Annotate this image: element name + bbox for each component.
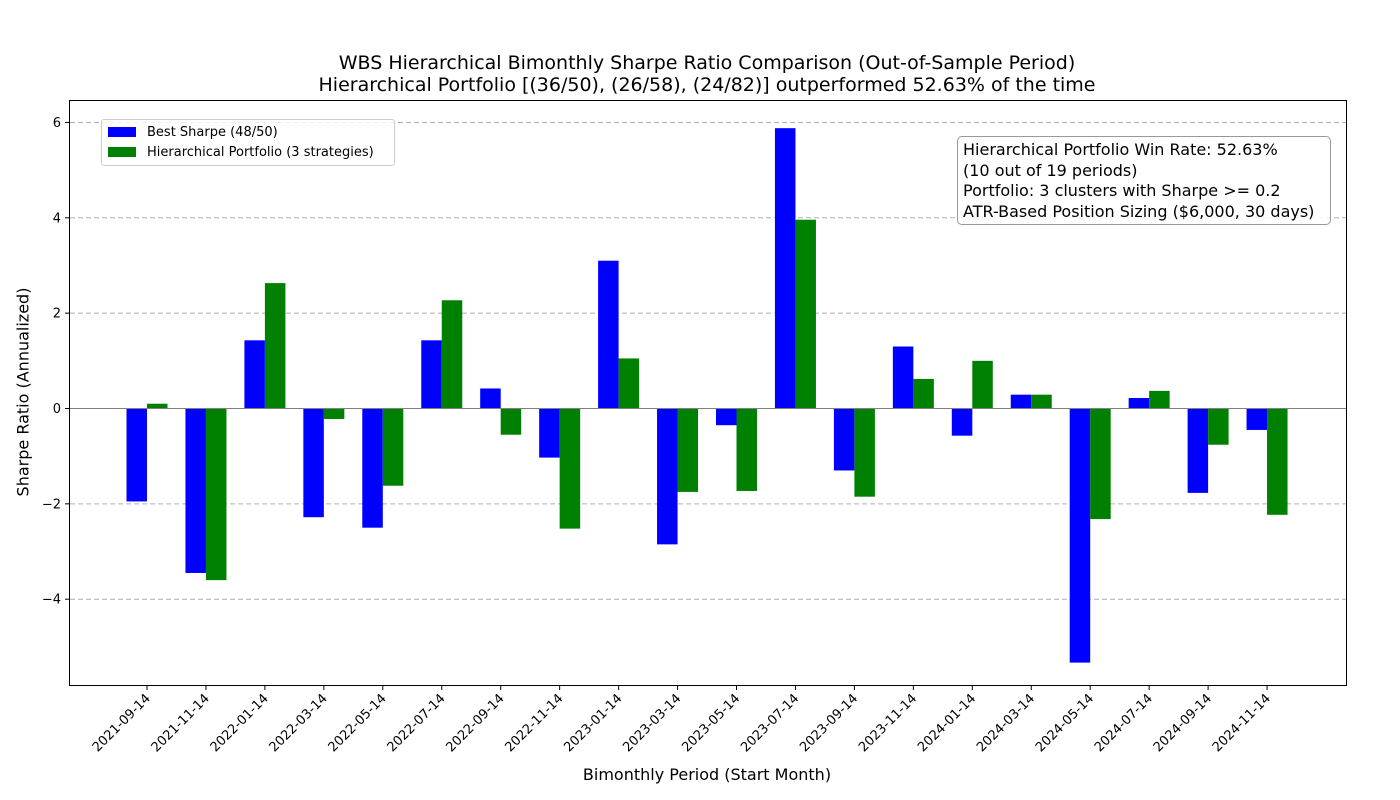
- bar-best-sharpe-2023-01-14: [598, 260, 619, 409]
- x-tick-label: 2022-07-14: [385, 691, 449, 755]
- annotation-line-3: Portfolio: 3 clusters with Sharpe >= 0.2: [963, 181, 1281, 200]
- bar-best-sharpe-2023-11-14: [892, 346, 914, 409]
- x-tick-label: 2024-03-14: [974, 691, 1038, 755]
- y-axis-label: Sharpe Ratio (Annualized): [13, 287, 33, 497]
- bar-hierarchical-2022-01-14: [264, 283, 286, 409]
- bar-best-sharpe-2022-07-14: [421, 340, 442, 409]
- bar-best-sharpe-2024-05-14: [1069, 408, 1091, 663]
- chart-subtitle: Hierarchical Portfolio [(36/50), (26/58)…: [318, 74, 1096, 96]
- plot-frame: [69, 100, 1347, 686]
- chart-title: WBS Hierarchical Bimonthly Sharpe Ratio …: [338, 52, 1076, 74]
- bar-best-sharpe-2022-11-14: [539, 408, 560, 458]
- bar-best-sharpe-2023-03-14: [657, 408, 678, 545]
- bar-hierarchical-2023-11-14: [913, 378, 934, 409]
- legend-entry-best-sharpe: Best Sharpe (48/50): [108, 123, 278, 141]
- annotation-line-2: (10 out of 19 periods): [963, 160, 1138, 180]
- bar-best-sharpe-2022-03-14: [303, 408, 324, 518]
- bar-best-sharpe-2023-09-14: [833, 408, 855, 471]
- bar-hierarchical-2022-11-14: [559, 408, 581, 529]
- bar-best-sharpe-2022-05-14: [362, 408, 383, 528]
- bar-hierarchical-2021-09-14: [147, 403, 168, 409]
- x-axis-ticks: 2021-09-142021-11-142022-01-142022-03-14…: [90, 685, 1274, 755]
- bar-best-sharpe-2024-01-14: [951, 408, 973, 436]
- x-tick-label: 2023-11-14: [856, 691, 920, 755]
- bar-hierarchical-2023-05-14: [736, 408, 757, 491]
- bar-hierarchical-2024-01-14: [972, 360, 993, 409]
- bar-hierarchical-2021-11-14: [205, 408, 227, 581]
- bar-hierarchical-2024-05-14: [1090, 408, 1111, 520]
- bar-hierarchical-2024-11-14: [1267, 408, 1288, 515]
- bar-best-sharpe-2023-07-14: [774, 128, 796, 409]
- y-tick-label: 4: [53, 211, 61, 226]
- x-tick-label: 2024-01-14: [915, 691, 979, 755]
- bar-hierarchical-2024-03-14: [1031, 394, 1052, 409]
- legend-label-best-sharpe: Best Sharpe (48/50): [147, 124, 278, 140]
- y-tick-label: −4: [42, 593, 61, 608]
- y-axis-ticks: −4 −2 0 2 4 6: [42, 116, 70, 608]
- x-tick-label: 2022-09-14: [443, 691, 507, 755]
- y-tick-label: 6: [53, 116, 61, 131]
- bar-hierarchical-2022-05-14: [382, 408, 404, 486]
- annotation-line-4: ATR-Based Position Sizing ($6,000, 30 da…: [963, 201, 1315, 221]
- x-tick-label: 2023-05-14: [679, 691, 743, 755]
- win-rate-annotation: Hierarchical Portfolio Win Rate: 52.63% …: [957, 136, 1331, 225]
- bar-hierarchical-2023-01-14: [618, 358, 640, 409]
- x-tick-label: 2021-09-14: [90, 691, 154, 755]
- bar-best-sharpe-2024-03-14: [1010, 394, 1032, 409]
- legend-swatch-blue: [108, 127, 136, 137]
- bar-hierarchical-2022-03-14: [323, 408, 345, 419]
- x-tick-label: 2024-07-14: [1092, 691, 1156, 755]
- bar-best-sharpe-2024-09-14: [1187, 408, 1209, 493]
- x-tick-label: 2023-07-14: [738, 691, 802, 755]
- bar-best-sharpe-2022-01-14: [244, 340, 265, 409]
- bar-hierarchical-2022-09-14: [500, 408, 522, 435]
- legend: Best Sharpe (48/50) Hierarchical Portfol…: [101, 119, 395, 166]
- bar-hierarchical-2024-09-14: [1208, 408, 1229, 445]
- x-tick-label: 2023-03-14: [620, 691, 684, 755]
- y-tick-label: 0: [53, 402, 61, 417]
- bar-hierarchical-2023-09-14: [854, 408, 875, 497]
- bar-hierarchical-2024-07-14: [1149, 390, 1170, 409]
- y-tick-label: −2: [42, 497, 61, 512]
- x-tick-label: 2024-05-14: [1033, 691, 1097, 755]
- bar-hierarchical-2023-07-14: [795, 219, 816, 409]
- y-tick-label: 2: [53, 307, 61, 322]
- x-tick-label: 2024-11-14: [1210, 691, 1274, 755]
- annotation-line-1: Hierarchical Portfolio Win Rate: 52.63%: [963, 140, 1278, 159]
- legend-label-hierarchical: Hierarchical Portfolio (3 strategies): [147, 144, 374, 160]
- x-tick-label: 2023-09-14: [797, 691, 861, 755]
- x-tick-label: 2022-11-14: [502, 691, 566, 755]
- bar-best-sharpe-2024-07-14: [1128, 398, 1150, 409]
- x-tick-label: 2021-11-14: [149, 691, 213, 755]
- bar-hierarchical-2023-03-14: [677, 408, 699, 492]
- x-tick-label: 2022-05-14: [326, 691, 390, 755]
- bar-best-sharpe-2024-11-14: [1246, 408, 1268, 430]
- legend-swatch-green: [108, 147, 136, 157]
- bar-best-sharpe-2023-05-14: [716, 408, 737, 426]
- bars-group: [126, 128, 1288, 663]
- bar-hierarchical-2022-07-14: [441, 300, 463, 409]
- legend-entry-hierarchical: Hierarchical Portfolio (3 strategies): [108, 143, 374, 161]
- x-tick-label: 2022-03-14: [267, 691, 331, 755]
- x-axis-label: Bimonthly Period (Start Month): [582, 765, 832, 784]
- x-tick-label: 2024-09-14: [1151, 691, 1215, 755]
- bar-best-sharpe-2021-11-14: [185, 408, 206, 573]
- bar-best-sharpe-2021-09-14: [126, 408, 147, 502]
- bar-best-sharpe-2022-09-14: [480, 388, 501, 409]
- x-tick-label: 2022-01-14: [208, 691, 272, 755]
- x-tick-label: 2023-01-14: [561, 691, 625, 755]
